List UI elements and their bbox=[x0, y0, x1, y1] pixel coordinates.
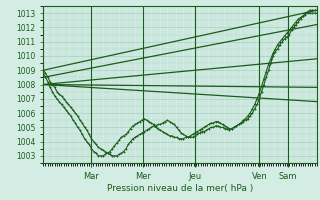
X-axis label: Pression niveau de la mer( hPa ): Pression niveau de la mer( hPa ) bbox=[107, 184, 253, 193]
